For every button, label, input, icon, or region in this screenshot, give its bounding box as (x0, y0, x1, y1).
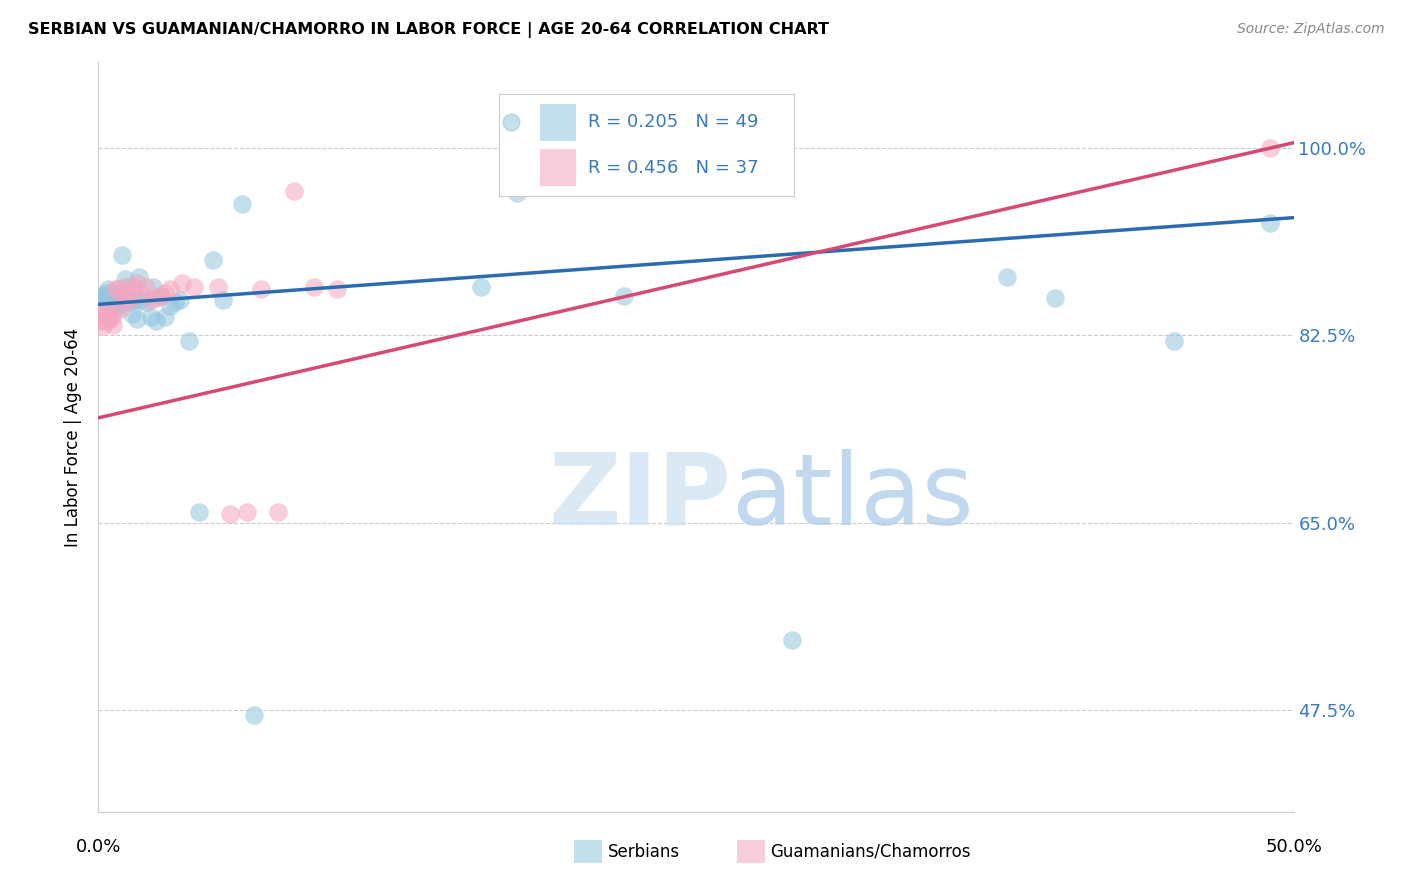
Point (149, 289, 172, 303)
FancyBboxPatch shape (540, 149, 576, 186)
Point (231, 196, 253, 211)
Text: ZIP: ZIP (548, 449, 733, 546)
Point (995, 269, 1018, 284)
Point (104, 291, 127, 305)
Point (267, 505, 290, 519)
Point (139, 310, 162, 325)
Text: 0.0%: 0.0% (76, 838, 121, 856)
Point (111, 289, 134, 303)
Point (97, 310, 120, 325)
Point (135, 295, 157, 310)
Point (780, 633, 803, 648)
Point (159, 282, 181, 296)
Point (91, 289, 114, 303)
FancyBboxPatch shape (540, 104, 576, 141)
Point (98, 312, 122, 326)
Point (1163, 334, 1185, 348)
Point (131, 285, 153, 300)
Point (135, 280, 157, 294)
Point (104, 296, 127, 310)
Point (131, 293, 153, 307)
Point (145, 291, 167, 305)
Point (91, 318, 114, 333)
Point (115, 293, 138, 307)
Point (183, 280, 205, 294)
Point (121, 307, 143, 321)
Point (111, 289, 134, 303)
Point (101, 308, 124, 322)
Point (114, 280, 136, 294)
Point (243, 708, 266, 723)
Point (145, 314, 167, 328)
Point (90, 303, 112, 318)
Point (107, 300, 129, 314)
Point (124, 280, 146, 294)
Point (125, 312, 148, 326)
Point (104, 282, 127, 296)
Text: R = 0.456   N = 37: R = 0.456 N = 37 (588, 159, 758, 177)
Text: SERBIAN VS GUAMANIAN/CHAMORRO IN LABOR FORCE | AGE 20-64 CORRELATION CHART: SERBIAN VS GUAMANIAN/CHAMORRO IN LABOR F… (28, 22, 830, 38)
Point (94, 303, 117, 318)
Point (91, 308, 114, 322)
Point (114, 271, 136, 285)
Point (219, 507, 242, 521)
Point (155, 285, 177, 300)
Point (107, 295, 129, 310)
Text: Serbians: Serbians (607, 843, 679, 861)
Point (115, 280, 138, 294)
Point (101, 285, 124, 300)
Point (1258, 216, 1281, 230)
Point (97, 295, 120, 310)
Y-axis label: In Labor Force | Age 20-64: In Labor Force | Age 20-64 (65, 327, 83, 547)
Point (470, 280, 492, 294)
Point (128, 269, 150, 284)
Point (202, 253, 225, 268)
Point (250, 282, 273, 296)
Text: 50.0%: 50.0% (1265, 838, 1322, 856)
Point (207, 280, 229, 294)
Point (235, 505, 257, 519)
Text: Source: ZipAtlas.com: Source: ZipAtlas.com (1237, 22, 1385, 37)
Point (169, 293, 191, 307)
Point (283, 184, 305, 198)
Point (1043, 291, 1066, 305)
Point (118, 295, 141, 310)
Point (179, 334, 201, 348)
Point (98, 293, 122, 307)
Point (155, 310, 177, 325)
Point (302, 280, 325, 294)
Point (506, 186, 529, 200)
Point (111, 248, 134, 262)
Point (98, 289, 122, 303)
Point (142, 280, 165, 294)
Point (118, 293, 141, 307)
Point (326, 282, 349, 296)
Point (101, 293, 124, 307)
Point (125, 276, 148, 290)
Point (90, 314, 112, 328)
Text: atlas: atlas (733, 449, 973, 546)
Point (149, 289, 172, 303)
Point (108, 297, 131, 311)
Point (1258, 141, 1281, 155)
Point (94, 314, 117, 328)
Text: R = 0.205   N = 49: R = 0.205 N = 49 (588, 113, 758, 131)
Text: Guamanians/Chamorros: Guamanians/Chamorros (770, 843, 972, 861)
Point (163, 295, 186, 310)
Point (172, 276, 194, 290)
Point (124, 293, 146, 307)
Point (94, 285, 117, 300)
Point (187, 505, 209, 519)
Point (101, 300, 124, 314)
Point (159, 300, 181, 314)
Point (108, 301, 131, 316)
Point (613, 289, 636, 303)
Point (139, 293, 162, 307)
Point (101, 318, 124, 332)
Point (107, 282, 129, 296)
Point (97, 282, 120, 296)
Point (94, 293, 117, 307)
Point (90, 291, 112, 305)
Point (211, 293, 233, 307)
